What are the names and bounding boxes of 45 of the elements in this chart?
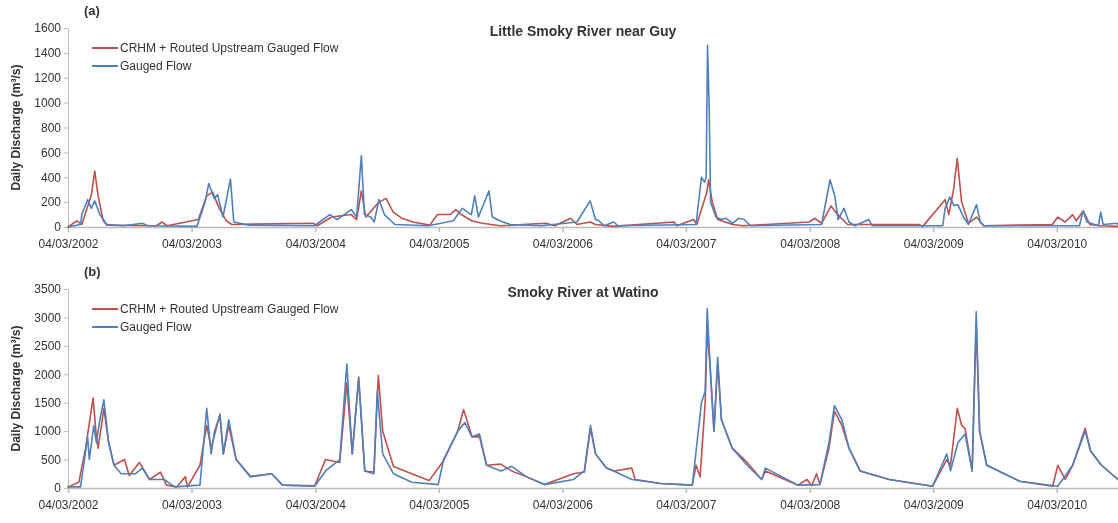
x-tick-label: 04/03/2007	[656, 237, 717, 252]
x-tick-label: 04/03/2006	[532, 237, 594, 252]
y-tick-label: 2500	[34, 339, 62, 354]
y-tick-label: 1400	[34, 46, 62, 61]
text: (b)	[84, 264, 101, 279]
legend-label: CRHM + Routed Upstream Gauged Flow	[120, 302, 339, 317]
y-tick-label: 3000	[34, 310, 62, 325]
y-tick-label: 1600	[34, 21, 62, 36]
x-tick-label: 04/03/2008	[780, 237, 841, 252]
y-axis-title: Daily Discharge (m³/s)	[9, 325, 23, 452]
y-tick-label: 2000	[34, 367, 62, 382]
y-tick-label: 0	[54, 220, 62, 235]
chart-title: Smoky River at Watino	[507, 284, 659, 300]
y-tick-label: 1200	[34, 71, 62, 86]
x-tick-label: 04/03/2005	[409, 237, 470, 252]
legend-label: Gauged Flow	[120, 320, 192, 335]
y-tick-label: 1000	[34, 95, 62, 110]
x-tick-label: 04/03/2005	[409, 498, 470, 513]
chart-title: Little Smoky River near Guy	[489, 23, 677, 39]
x-tick-label: 04/03/2003	[161, 237, 223, 252]
text: (a)	[84, 3, 100, 18]
y-tick-label: 1500	[34, 396, 62, 411]
y-tick-label: 3500	[34, 282, 62, 297]
y-axis-title: Daily Discharge (m³/s)	[9, 64, 23, 191]
y-tick-label: 600	[40, 145, 62, 160]
x-tick-label: 04/03/2004	[285, 498, 347, 513]
y-tick-label: 500	[40, 452, 62, 467]
y-tick-label: 0	[54, 481, 62, 496]
x-tick-label: 04/03/2009	[903, 498, 965, 513]
y-tick-label: 400	[40, 170, 62, 185]
x-tick-label: 04/03/2004	[285, 237, 347, 252]
x-tick-label: 04/03/2010	[1027, 498, 1088, 513]
x-tick-label: 04/03/2002	[38, 498, 99, 513]
x-tick-label: 04/03/2008	[780, 498, 841, 513]
x-tick-label: 04/03/2003	[161, 498, 223, 513]
legend-label: CRHM + Routed Upstream Gauged Flow	[120, 41, 339, 56]
x-tick-label: 04/03/2009	[903, 237, 965, 252]
x-tick-label: 04/03/2006	[532, 498, 594, 513]
y-tick-label: 200	[40, 195, 62, 210]
y-tick-label: 1000	[34, 424, 62, 439]
x-tick-label: 04/03/2002	[38, 237, 99, 252]
y-tick-label: 800	[40, 120, 62, 135]
x-tick-label: 04/03/2010	[1027, 237, 1088, 252]
legend-label: Gauged Flow	[120, 59, 192, 74]
x-tick-label: 04/03/2007	[656, 498, 717, 513]
